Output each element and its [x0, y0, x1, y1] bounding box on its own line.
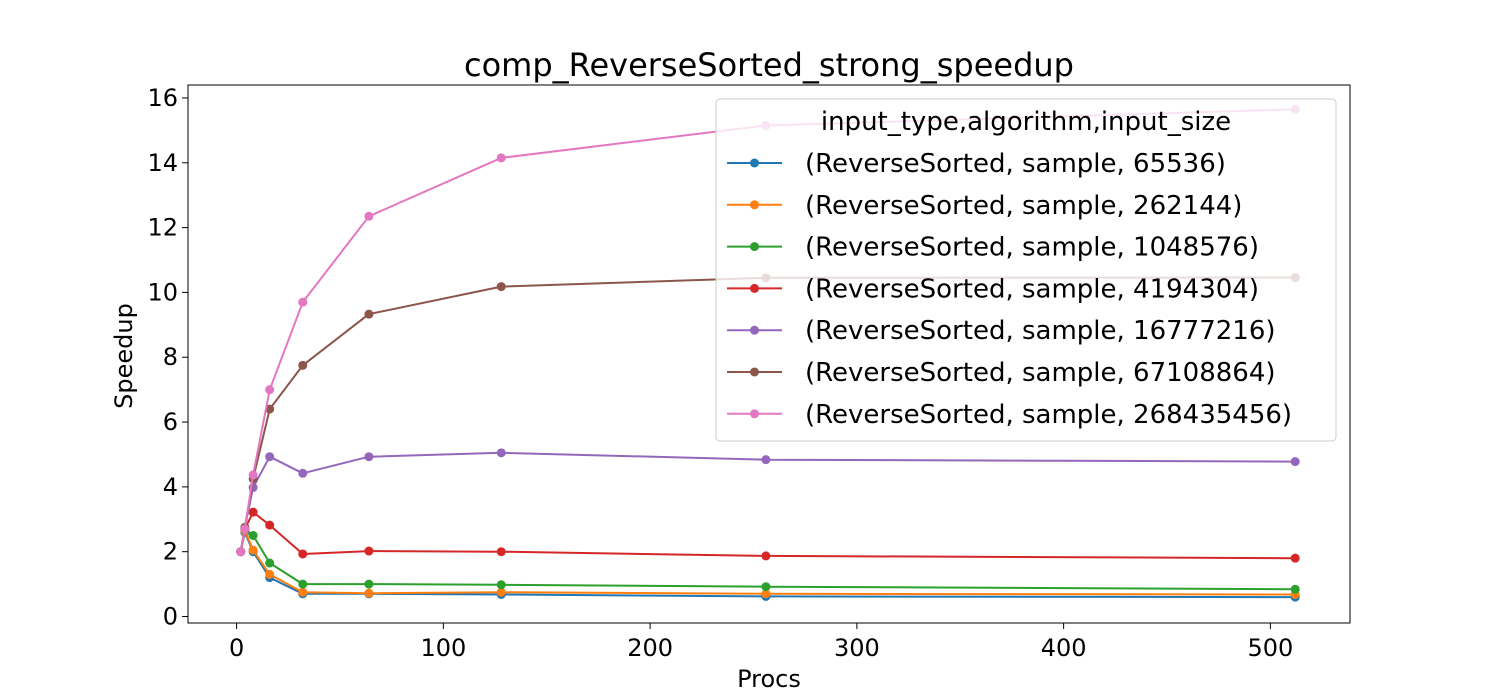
data-point	[236, 547, 246, 557]
legend-label: (ReverseSorted, sample, 67108864)	[805, 358, 1276, 388]
data-point	[248, 507, 258, 517]
data-point	[1290, 457, 1300, 467]
legend-box	[715, 98, 1337, 442]
data-point	[364, 546, 374, 556]
data-point	[248, 530, 258, 540]
legend-label: (ReverseSorted, sample, 4194304)	[805, 274, 1259, 304]
data-point	[1290, 553, 1300, 563]
legend: input_type,algorithm,input_size (Reverse…	[715, 98, 1337, 442]
legend-marker-swatch	[750, 158, 759, 168]
legend-marker-swatch	[750, 283, 759, 293]
data-point	[761, 582, 771, 592]
y-tick-label: 6	[163, 408, 178, 436]
y-tick-label: 12	[147, 214, 178, 242]
x-axis: 0 100 200 300 400 500	[229, 623, 1293, 662]
legend-marker-swatch	[750, 200, 759, 210]
legend-label: (ReverseSorted, sample, 262144)	[805, 191, 1242, 221]
x-tick-label: 400	[1041, 634, 1087, 662]
data-point	[761, 455, 771, 465]
legend-item: (ReverseSorted, sample, 4194304)	[727, 274, 1259, 304]
data-point	[1290, 584, 1300, 594]
legend-label: (ReverseSorted, sample, 1048576)	[805, 233, 1259, 263]
chart-title: comp_ReverseSorted_strong_speedup	[464, 46, 1074, 84]
data-point	[364, 579, 374, 589]
data-point	[265, 452, 275, 462]
legend-item: (ReverseSorted, sample, 16777216)	[727, 316, 1276, 346]
x-tick-label: 0	[229, 634, 244, 662]
data-point	[298, 468, 308, 478]
legend-label: (ReverseSorted, sample, 16777216)	[805, 316, 1276, 346]
y-tick-label: 2	[163, 538, 178, 566]
data-point	[761, 551, 771, 561]
data-point	[240, 524, 250, 534]
data-point	[298, 587, 308, 597]
data-point	[761, 589, 771, 599]
x-tick-label: 500	[1247, 634, 1293, 662]
x-tick-label: 100	[420, 634, 466, 662]
data-point	[496, 153, 506, 163]
data-point	[496, 448, 506, 458]
data-point	[265, 520, 275, 530]
y-axis-label: Speedup	[110, 303, 138, 409]
y-axis: 0 2 4 6 8 10 12 14 16	[147, 84, 188, 631]
legend-item: (ReverseSorted, sample, 65536)	[727, 149, 1226, 179]
legend-marker-swatch	[750, 325, 759, 335]
legend-title: input_type,algorithm,input_size	[821, 107, 1231, 137]
y-tick-label: 4	[163, 473, 178, 501]
series-4	[236, 507, 1300, 563]
legend-item: (ReverseSorted, sample, 67108864)	[727, 358, 1276, 388]
legend-label: (ReverseSorted, sample, 268435456)	[805, 400, 1292, 430]
x-tick-label: 300	[834, 634, 880, 662]
y-tick-label: 14	[147, 149, 178, 177]
legend-item: (ReverseSorted, sample, 1048576)	[727, 233, 1259, 263]
legend-items: (ReverseSorted, sample, 65536) (ReverseSo…	[727, 149, 1292, 430]
data-point	[298, 297, 308, 307]
legend-item: (ReverseSorted, sample, 262144)	[727, 191, 1242, 221]
data-point	[248, 545, 258, 555]
y-tick-label: 0	[163, 603, 178, 631]
y-tick-label: 10	[147, 278, 178, 306]
data-point	[496, 282, 506, 292]
data-point	[496, 547, 506, 557]
data-point	[496, 587, 506, 597]
data-point	[298, 360, 308, 370]
legend-item: (ReverseSorted, sample, 268435456)	[727, 400, 1292, 430]
y-tick-label: 16	[147, 84, 178, 112]
legend-marker-swatch	[750, 242, 759, 252]
y-tick-label: 8	[163, 343, 178, 371]
series-layer	[236, 104, 1300, 602]
x-axis-label: Procs	[737, 665, 801, 693]
data-point	[265, 385, 275, 395]
data-point	[364, 309, 374, 319]
series-line	[239, 451, 1296, 552]
series-5	[236, 448, 1300, 557]
data-point	[298, 579, 308, 589]
data-point	[265, 569, 275, 579]
x-tick-label: 200	[627, 634, 673, 662]
data-point	[248, 470, 258, 480]
data-point	[265, 558, 275, 568]
data-point	[298, 549, 308, 559]
data-point	[364, 452, 374, 462]
data-point	[364, 211, 374, 221]
plot-frame	[187, 84, 1351, 624]
series-line	[239, 511, 1296, 560]
data-point	[364, 588, 374, 598]
legend-label: (ReverseSorted, sample, 65536)	[805, 149, 1226, 179]
data-point	[496, 580, 506, 590]
data-point	[265, 404, 275, 414]
legend-marker-swatch	[750, 409, 759, 419]
legend-marker-swatch	[750, 367, 759, 377]
